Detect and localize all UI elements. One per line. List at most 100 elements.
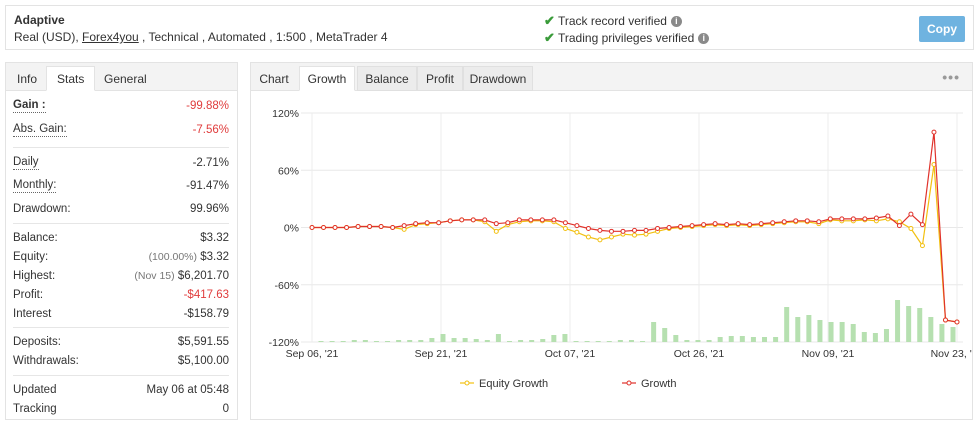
- growth-point: [679, 225, 683, 229]
- stat-label: Deposits:: [13, 336, 61, 348]
- volume-bar: [895, 300, 900, 342]
- volume-bar: [817, 320, 822, 342]
- stat-amount: $3.32: [200, 251, 229, 263]
- stat-updated: Updated May 06 at 05:48: [13, 381, 229, 399]
- stat-value: -2.71%: [193, 157, 229, 169]
- volume-bar: [640, 341, 645, 342]
- stat-abs-gain: Abs. Gain: -7.56%: [13, 121, 229, 139]
- tab-info[interactable]: Info: [6, 66, 48, 91]
- volume-bar: [651, 322, 656, 342]
- growth-point: [345, 226, 349, 230]
- volume-bar: [529, 340, 534, 342]
- info-icon[interactable]: i: [698, 33, 709, 44]
- stat-value: -$417.63: [184, 289, 229, 301]
- divider: [13, 147, 229, 148]
- volume-bar: [840, 322, 845, 342]
- volume-bar: [851, 324, 856, 342]
- stat-label: Profit:: [13, 289, 43, 301]
- volume-bar: [906, 306, 911, 342]
- stat-amount: $6,201.70: [178, 270, 229, 282]
- growth-point: [759, 222, 763, 226]
- growth-point: [644, 228, 648, 232]
- y-tick-label: -60%: [274, 280, 299, 292]
- growth-point: [713, 222, 717, 226]
- y-tick-label: 60%: [278, 165, 299, 177]
- growth-point: [471, 218, 475, 222]
- growth-point: [575, 224, 579, 228]
- more-options-icon[interactable]: •••: [942, 69, 960, 85]
- volume-bar: [474, 339, 479, 342]
- growth-point: [851, 217, 855, 221]
- stat-label[interactable]: Abs. Gain:: [13, 123, 67, 137]
- tab-general[interactable]: General: [93, 66, 158, 91]
- trading-privileges-label: Trading privileges verified: [558, 31, 694, 45]
- stat-tracking: Tracking 0: [13, 400, 229, 418]
- volume-bar: [873, 333, 878, 342]
- growth-point: [805, 219, 809, 223]
- volume-bar: [939, 324, 944, 342]
- volume-bar: [618, 340, 623, 342]
- chart-panel: Chart Growth Balance Profit Drawdown •••…: [250, 62, 973, 420]
- stat-label[interactable]: Gain :: [13, 99, 46, 113]
- growth-point: [494, 222, 498, 226]
- broker-link[interactable]: Forex4you: [82, 30, 139, 44]
- growth-point: [425, 221, 429, 225]
- volume-bar: [385, 341, 390, 342]
- copy-button[interactable]: Copy: [919, 16, 965, 42]
- volume-bar: [540, 339, 545, 342]
- tab-balance[interactable]: Balance: [357, 66, 417, 91]
- growth-point: [897, 224, 901, 228]
- growth-point: [322, 226, 326, 230]
- equity-growth-point: [586, 235, 590, 239]
- y-tick-label: 120%: [272, 108, 299, 120]
- stats-panel: Info Stats General Gain : -99.88% Abs. G…: [5, 62, 238, 420]
- volume-bar: [485, 340, 490, 342]
- stat-label[interactable]: Daily: [13, 156, 39, 170]
- volume-bar: [418, 340, 423, 342]
- volume-bar: [374, 341, 379, 342]
- track-record-label: Track record verified: [558, 14, 667, 28]
- tab-growth[interactable]: Growth: [299, 66, 355, 91]
- growth-point: [356, 225, 360, 229]
- growth-point: [794, 219, 798, 223]
- stat-value: 99.96%: [190, 203, 229, 215]
- volume-bar: [773, 337, 778, 342]
- volume-bar: [662, 328, 667, 342]
- stat-label[interactable]: Monthly:: [13, 179, 56, 193]
- growth-point: [932, 130, 936, 134]
- tab-stats[interactable]: Stats: [46, 66, 95, 91]
- stat-value: (100.00%) $3.32: [149, 251, 229, 263]
- stat-label: Tracking: [13, 403, 57, 415]
- growth-point: [402, 224, 406, 228]
- volume-bar: [707, 340, 712, 342]
- volume-bar: [928, 317, 933, 342]
- volume-bar: [429, 338, 434, 342]
- stat-drawdown: Drawdown: 99.96%: [13, 200, 229, 218]
- tab-profit[interactable]: Profit: [417, 66, 463, 91]
- equity-growth-point: [609, 235, 613, 239]
- stat-label: Withdrawals:: [13, 355, 79, 367]
- equity-growth-point: [494, 229, 498, 233]
- x-tick-label: Nov 09, '21: [802, 348, 855, 360]
- growth-point: [414, 222, 418, 226]
- volume-bar: [829, 322, 834, 342]
- info-icon[interactable]: i: [671, 16, 682, 27]
- volume-bar: [884, 329, 889, 342]
- growth-point: [886, 214, 890, 218]
- legend-growth-label: Growth: [641, 378, 676, 390]
- account-header: Adaptive Real (USD), Forex4you , Technic…: [5, 5, 974, 50]
- volume-bar: [551, 335, 556, 342]
- stat-balance: Balance: $3.32: [13, 229, 229, 247]
- volume-bar: [951, 327, 956, 342]
- volume-bar: [518, 340, 523, 342]
- growth-point: [391, 226, 395, 230]
- growth-point: [943, 318, 947, 322]
- stats-tabs: Info Stats General: [6, 63, 237, 91]
- stat-value: -91.47%: [186, 180, 229, 192]
- stat-label: Interest: [13, 308, 51, 320]
- tab-drawdown[interactable]: Drawdown: [463, 66, 533, 91]
- growth-point: [448, 219, 452, 223]
- x-tick-label: Oct 26, '21: [674, 348, 725, 360]
- growth-point: [368, 225, 372, 229]
- stat-value: $5,591.55: [178, 336, 229, 348]
